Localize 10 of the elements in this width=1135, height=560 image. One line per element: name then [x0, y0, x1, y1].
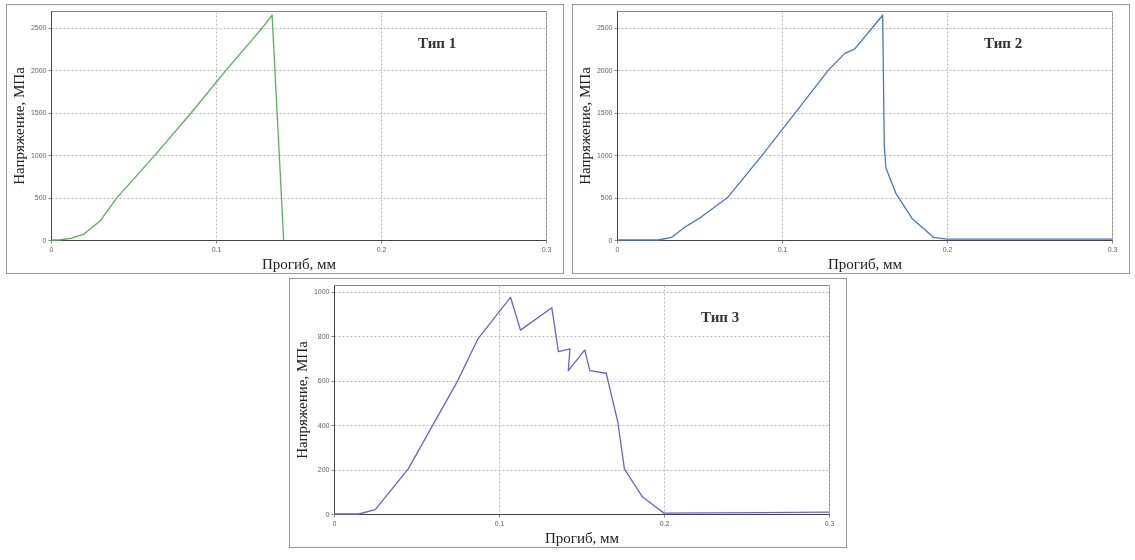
- x-axis-title: Прогиб, мм: [827, 255, 903, 272]
- annotation: Тип 2: [983, 35, 1022, 51]
- line-series: [615, 14, 1113, 241]
- annotation: Тип 3: [700, 309, 739, 325]
- y-axis-title: Напряжение, МПа: [293, 340, 310, 459]
- x-axis-title: Прогиб, мм: [261, 255, 337, 272]
- x-axis-title: Прогиб, мм: [544, 529, 620, 546]
- y-axis-title: Напряжение, МПа: [10, 66, 27, 185]
- y-axis-title: Напряжение, МПа: [576, 66, 593, 185]
- annotation: Тип 1: [417, 35, 456, 51]
